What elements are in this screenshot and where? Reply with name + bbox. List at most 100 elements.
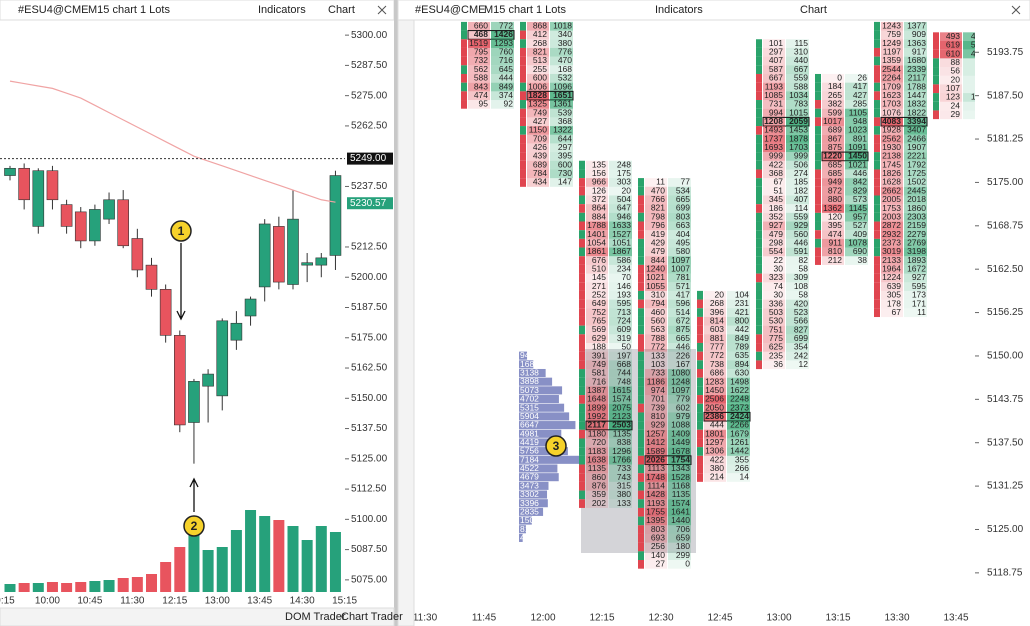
delta-strip [756, 126, 762, 135]
bid-label: 352 [769, 211, 783, 221]
delta-strip [815, 230, 821, 239]
delta-strip [874, 117, 880, 127]
x-tick-label: 12:30 [648, 613, 673, 624]
bid-cell [881, 47, 903, 57]
ask-label: 514 [676, 307, 690, 317]
bid-label: 689 [533, 159, 547, 169]
ask-label: 299 [676, 550, 690, 560]
bid-cell [645, 560, 667, 569]
delta-strip [874, 256, 880, 265]
delta-strip [638, 447, 644, 456]
bid-cell [704, 308, 726, 317]
bid-label: 107 [946, 83, 960, 93]
bid-cell [645, 499, 667, 508]
ask-cell [963, 58, 986, 68]
bid-label: 1709 [882, 81, 901, 91]
bid-label: 563 [651, 324, 665, 334]
delta-strip [638, 221, 644, 231]
ask-label: 417 [676, 290, 690, 300]
dom-trader[interactable]: DOM Trader [285, 611, 346, 623]
bid-cell [645, 481, 667, 491]
delta-strip [874, 247, 880, 257]
ask-cell [668, 403, 691, 413]
lots[interactable]: 1 Lots [536, 4, 566, 16]
indicators[interactable]: Indicators [655, 4, 703, 16]
ask-cell [668, 264, 691, 274]
last-price-box [347, 152, 393, 165]
x-tick-label: 13:00 [766, 613, 791, 624]
chart-trader[interactable]: Chart Trader [341, 611, 403, 623]
ask-label: 1145 [849, 203, 868, 213]
bid-cell [586, 499, 608, 508]
ask-label: 586 [617, 255, 631, 265]
bid-label: 599 [828, 107, 842, 117]
ask-cell [609, 369, 632, 378]
x-tick-label: 13:45 [943, 613, 968, 624]
bid-label: 619 [946, 40, 960, 50]
indicators[interactable]: Indicators [258, 4, 306, 16]
delta-strip [638, 195, 644, 205]
bid-label: 470 [651, 185, 665, 195]
ask-cell [786, 143, 809, 153]
ask-label: 368 [558, 116, 572, 126]
ask-cell [904, 152, 927, 161]
ask-label: 12 [799, 359, 809, 369]
close-button[interactable] [377, 5, 387, 15]
lots[interactable]: 1 Lots [140, 4, 170, 16]
ask-label: 1097 [671, 255, 690, 265]
delta-strip [638, 343, 644, 352]
bid-label: 422 [769, 159, 783, 169]
ask-label: 2018 [907, 194, 926, 204]
delta-strip [756, 343, 762, 352]
bid-cell [586, 334, 608, 344]
close-button[interactable] [1011, 5, 1021, 15]
ask-label: 1426 [494, 29, 513, 39]
bid-label: 36 [774, 359, 784, 369]
delta-strip [756, 152, 762, 161]
bid-cell [527, 91, 549, 101]
timeframe[interactable]: M15 chart [88, 4, 137, 16]
bid-cell [586, 282, 608, 291]
delta-strip [461, 47, 467, 57]
timeframe[interactable]: M15 chart [484, 4, 533, 16]
symbol[interactable]: #ESU4@CME [18, 4, 88, 16]
bid-label: 864 [592, 203, 606, 213]
bid-cell [704, 351, 726, 361]
ask-cell [904, 169, 927, 179]
ask-label: 560 [794, 229, 808, 239]
bid-cell [586, 221, 608, 231]
candle-body [202, 373, 214, 387]
bid-cell [645, 464, 667, 474]
delta-strip [638, 386, 644, 396]
ask-label: 829 [853, 185, 867, 195]
ask-cell [845, 247, 868, 257]
bid-cell [822, 117, 844, 127]
delta-strip [756, 221, 762, 231]
delta-strip [874, 91, 880, 101]
bid-label: 610 [946, 48, 960, 58]
ask-cell [609, 308, 632, 317]
splitter[interactable] [394, 0, 398, 626]
symbol[interactable]: #ESU4@CME [415, 4, 485, 16]
volume-bar [259, 516, 271, 592]
bid-label: 1703 [882, 99, 901, 109]
bid-label: 88 [951, 57, 961, 67]
y-tick-label: 5137.50 [987, 437, 1024, 448]
bid-cell [763, 169, 785, 179]
ask-label: 1296 [612, 446, 631, 456]
bid-label: 603 [710, 324, 724, 334]
candle-body [301, 262, 313, 266]
ask-label: 38 [858, 255, 868, 265]
ask-cell [668, 473, 691, 482]
ask-label: 58 [799, 290, 809, 300]
delta-strip [638, 560, 644, 569]
bid-cell [881, 91, 903, 101]
ask-label: 894 [735, 359, 749, 369]
bid-label: 1114 [647, 480, 665, 490]
delta-strip [638, 455, 644, 465]
bid-cell [704, 334, 726, 343]
bid-label: 359 [592, 489, 606, 499]
ask-label: 1135 [672, 489, 691, 499]
ask-label: 2466 [907, 133, 926, 143]
